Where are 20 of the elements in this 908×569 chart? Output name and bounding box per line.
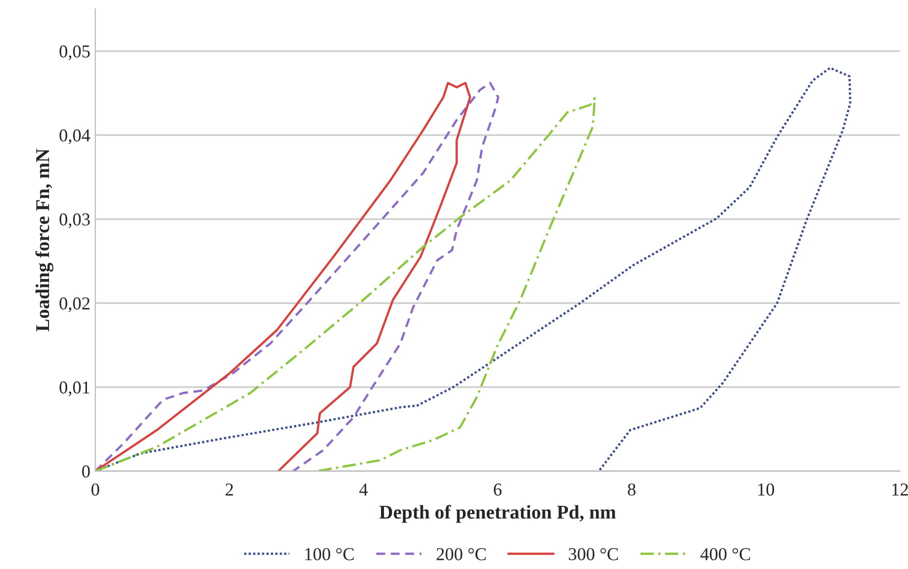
x-tick-label: 6 <box>494 484 502 496</box>
y-tick-label: 0,04 <box>60 129 90 144</box>
x-tick-label: 4 <box>359 484 368 496</box>
x-tick-label: 8 <box>628 483 636 496</box>
y-tick-label: 0,01 <box>60 381 90 396</box>
y-tick-label: 0,05 <box>60 45 90 60</box>
y-tick-label: 0 <box>82 465 90 478</box>
x-axis-title: Depth of penetration Pd, nm <box>379 504 616 523</box>
x-tick-label: 12 <box>892 484 908 496</box>
x-tick-label: 0 <box>92 483 100 496</box>
legend-label: 400 °C <box>700 548 750 560</box>
legend-label: 300 °C <box>568 548 618 560</box>
legend-label: 200 °C <box>436 548 486 560</box>
y-axis-title: Loading force Fn, mN <box>35 148 54 332</box>
x-tick-label: 10 <box>758 483 774 496</box>
line-series <box>95 97 596 472</box>
x-tick-label: 2 <box>226 484 233 496</box>
legend-label: 100 °C <box>305 548 354 560</box>
y-tick-label: 0,02 <box>60 297 90 312</box>
y-tick-label: 0,03 <box>60 213 90 228</box>
